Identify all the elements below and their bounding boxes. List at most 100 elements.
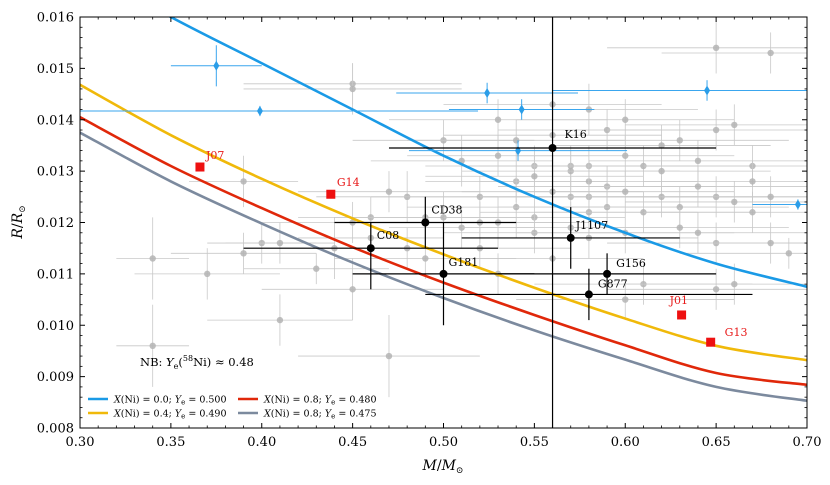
annotation: NB: Ye(58Ni) ≈ 0.48 — [140, 354, 254, 371]
black-point — [334, 196, 517, 249]
grey-point-marker — [712, 126, 720, 134]
grey-point-marker — [494, 116, 502, 123]
legend-label: X(Ni) = 0.8; Ye = 0.475 — [263, 409, 377, 421]
grey-point-marker — [712, 286, 720, 293]
x-tick-label: 0.70 — [793, 435, 822, 450]
grey-point — [298, 314, 480, 398]
legend-label-part: ; — [169, 409, 175, 420]
black-point-marker — [566, 233, 575, 242]
legend-label-part: Y — [325, 409, 333, 420]
annotation-var: Y — [166, 355, 175, 369]
grey-point — [134, 248, 280, 300]
grey-point-marker — [622, 188, 629, 195]
grey-point — [116, 304, 190, 387]
legend-label-part: 0.8 — [304, 409, 319, 420]
blue-point-marker — [794, 199, 801, 210]
axes-layer: 0.30 0.35 0.40 0.45 0.50 0.55 0.60 0.65 0.700.00… — [37, 11, 822, 451]
legend-label-part: Y — [175, 409, 183, 420]
grey-point-marker — [385, 352, 393, 360]
x-tick-label: 0.40 — [247, 435, 276, 450]
black-point-marker — [603, 269, 612, 278]
legend-label-part: e — [331, 399, 335, 407]
grey-point-marker — [531, 173, 538, 180]
grey-point-marker — [422, 255, 429, 262]
point-labels-layer: K16 CD38 J1107 C08 G181 G156 G877 J07 G14 J01 G13 — [205, 128, 748, 339]
grey-point-marker — [676, 224, 683, 231]
blue-point-marker — [518, 104, 525, 115]
grey-point — [189, 155, 299, 208]
blue-point-marker — [704, 85, 711, 96]
grey-point — [261, 258, 444, 321]
red-point-marker — [195, 162, 205, 172]
x-tick-label: 0.30 — [66, 435, 95, 450]
grey-point — [661, 176, 807, 218]
legend-label-part: e — [331, 413, 335, 421]
grey-point-marker — [749, 178, 756, 185]
red-point-marker — [706, 337, 716, 347]
legend-label-part: 0.500 — [199, 395, 226, 406]
grey-point-marker — [622, 116, 629, 123]
legend-entry: X(Ni) = 0.0; Ye = 0.500 — [88, 395, 227, 407]
legend-label-part: ; — [319, 409, 325, 420]
grey-point — [643, 191, 807, 233]
red-point-label: G14 — [337, 176, 360, 189]
red-point-label: G13 — [725, 326, 748, 339]
red-point-label: J01 — [669, 294, 688, 307]
grey-point-marker — [731, 280, 738, 288]
grey-point-marker — [712, 44, 720, 52]
legend-entry: X(Ni) = 0.8; Ye = 0.475 — [238, 409, 377, 421]
grey-point-marker — [767, 239, 774, 247]
legend-label-part: = — [185, 395, 199, 406]
grey-point-marker — [240, 250, 247, 257]
legend-label-part: (Ni) = — [271, 395, 304, 406]
grey-point — [243, 63, 462, 115]
legend-label: X(Ni) = 0.4; Ye = 0.490 — [113, 409, 227, 421]
grey-point-marker — [694, 229, 702, 236]
legend-label: X(Ni) = 0.0; Ye = 0.500 — [113, 395, 227, 407]
black-point-marker — [548, 144, 557, 153]
legend-label-part: X — [113, 409, 122, 420]
grey-point — [170, 232, 317, 274]
x-tick-label: 0.60 — [611, 435, 640, 450]
grey-point — [661, 222, 807, 264]
legend-label-part: 0.0 — [154, 395, 169, 406]
grey-point — [116, 217, 190, 300]
black-point-marker — [439, 269, 448, 278]
blue-point-marker — [256, 106, 263, 117]
grey-point — [607, 22, 807, 74]
grey-point-marker — [240, 178, 247, 185]
grey-point-marker — [676, 137, 683, 144]
blue-point — [170, 45, 262, 87]
legend-label-part: ; — [169, 395, 175, 406]
legend-label-part: X — [263, 409, 272, 420]
legend-label-part: 0.480 — [349, 395, 376, 406]
red-point-marker — [677, 310, 687, 320]
black-point-label: G156 — [616, 257, 646, 270]
grey-point-marker — [276, 316, 284, 324]
blue-point-marker — [484, 88, 491, 99]
y-tick-label: 0.012 — [37, 216, 74, 231]
svg-text:NB: Ye(58Ni) ≈ 0.48: NB: Ye(58Ni) ≈ 0.48 — [140, 354, 254, 371]
grey-point-marker — [731, 198, 738, 206]
annotation-prefix: NB: — [140, 355, 166, 369]
grey-point — [388, 99, 608, 141]
black-point-label: C08 — [377, 229, 399, 242]
legend-label-part: (Ni) = — [121, 409, 154, 420]
black-point-label: J1107 — [575, 219, 608, 232]
x-tick-label: 0.50 — [429, 435, 458, 450]
blue-point — [752, 199, 807, 210]
x-tick-label: 0.45 — [338, 435, 367, 450]
legend-label-part: X — [263, 395, 272, 406]
black-point-marker — [421, 218, 430, 227]
y-axis-label: R/R⊙ — [10, 205, 28, 239]
y-tick-label: 0.014 — [37, 113, 74, 128]
grey-point-marker — [476, 193, 484, 201]
black-point-label: G181 — [449, 256, 479, 269]
legend-entry: X(Ni) = 0.8; Ye = 0.480 — [238, 395, 377, 407]
grey-point-marker — [694, 157, 702, 165]
x-axis-label-msun: M — [441, 458, 457, 474]
grey-point — [207, 294, 353, 346]
blue-point — [552, 80, 807, 101]
x-tick-label: 0.65 — [702, 435, 731, 450]
